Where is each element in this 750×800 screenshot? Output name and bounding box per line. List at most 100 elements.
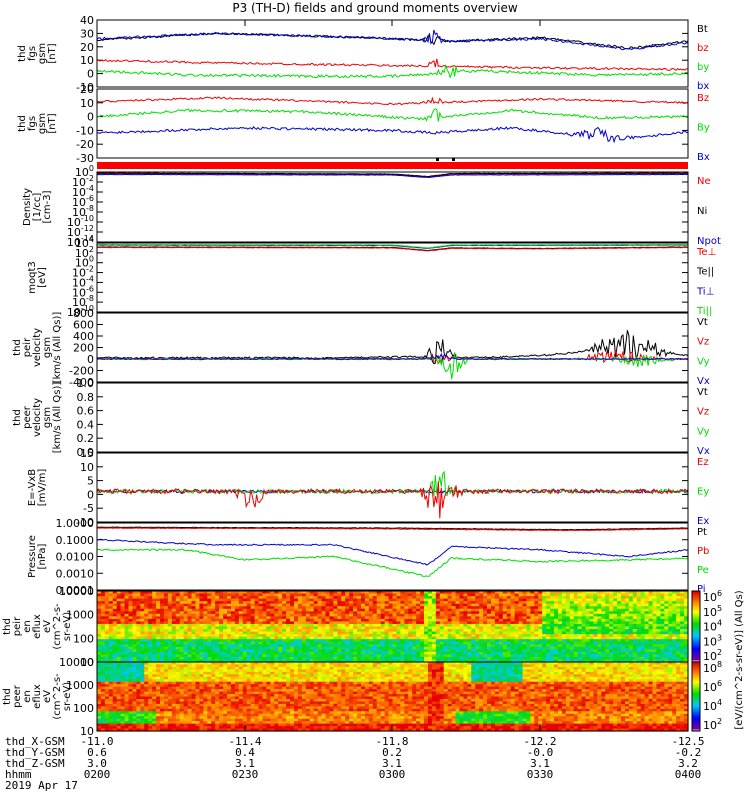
page-title: P3 (TH-D) fields and ground moments over… — [232, 1, 518, 15]
ylabel-line: thd — [2, 688, 13, 705]
xaxis-value: -12.2 — [523, 735, 556, 748]
xaxis-value: 3.2 — [678, 757, 698, 770]
panel-frame — [96, 242, 689, 313]
ytick-label: 0 — [87, 111, 94, 124]
colorbar-tick: 104 — [703, 619, 722, 634]
date-label: 2019 Apr 17 — [5, 779, 78, 792]
legend-entry: Bx — [697, 152, 710, 163]
legend-entry: Vz — [697, 407, 709, 418]
legend-entry: Ey — [697, 487, 709, 498]
ytick-label: -10 — [76, 81, 94, 94]
ylabel-line: sr-eV) — [62, 612, 73, 641]
colorbar — [692, 662, 700, 732]
ytick-label: 600 — [73, 319, 94, 332]
legend-entry: Ti|| — [696, 306, 712, 317]
ylabel-line: fgs — [27, 116, 38, 131]
colorbar-tick: 104 — [703, 698, 722, 713]
ytick-label: 20 — [80, 83, 94, 96]
xaxis-value: 0.4 — [235, 746, 255, 759]
xaxis-value: 0330 — [527, 768, 554, 781]
ylabel-line: eV — [42, 620, 53, 633]
ylabel-line: en — [22, 690, 33, 703]
Vx-series — [96, 352, 689, 361]
Ni-series — [96, 172, 689, 177]
ytick-label: -10 — [76, 516, 94, 529]
colorbar-tick: 108 — [703, 660, 722, 675]
Bx-series — [96, 125, 689, 144]
legend-entry: Vt — [697, 317, 708, 328]
legend-entry: Te⊥ — [696, 247, 716, 258]
panel-frame — [96, 452, 689, 523]
Pt-series — [97, 526, 688, 531]
xaxis-value: -11.8 — [375, 735, 408, 748]
legend-entry: Pe — [697, 565, 709, 576]
ytick-label: 1.0000 — [56, 517, 95, 530]
xaxis-row-label: hhmm — [5, 768, 32, 781]
ylabel-line: thd — [17, 115, 28, 132]
ylabel-line: [mV/m] — [37, 469, 48, 507]
ylabel-line: [eV] — [37, 267, 48, 288]
colorbar-tick: 102 — [703, 717, 722, 732]
ytick-label: 0.1000 — [56, 534, 95, 547]
ylabel-line: peer — [12, 684, 23, 708]
ytick-label: 100 — [73, 632, 94, 645]
ylabel-line: (cm^2-s- — [52, 603, 63, 650]
by-series — [96, 64, 689, 79]
Bz-series — [96, 96, 689, 106]
legend-entry: By — [697, 123, 710, 134]
xaxis-value: -12.5 — [671, 735, 704, 748]
ylabel-line: fgs — [27, 46, 38, 61]
ytick-label: 30 — [80, 27, 94, 40]
colorbar-tick: 103 — [703, 633, 722, 648]
Ez-series — [96, 481, 689, 519]
legend-entry: Vx — [697, 376, 710, 387]
colorbar-tick: 105 — [703, 604, 722, 619]
ylabel-line: moqt3 — [27, 261, 38, 294]
ylabel-line: thd — [12, 339, 23, 356]
Pe-series — [96, 548, 689, 577]
legend-entry: Vt — [697, 387, 708, 398]
ytick-label: 100 — [73, 702, 94, 715]
ytick-label: -10 — [76, 124, 94, 137]
legend-entry: bx — [697, 81, 709, 92]
legend-entry: by — [697, 62, 709, 73]
ytick-label: -200 — [69, 365, 94, 378]
ytick-label: 0.2 — [77, 432, 95, 445]
ylabel-line: [km/s (All Qs)] — [52, 382, 63, 454]
ytick-label: 0.6 — [77, 405, 95, 418]
xaxis-value: 0400 — [675, 768, 702, 781]
colorbar-frame — [691, 661, 701, 732]
ylabel-line: [nT] — [47, 43, 58, 63]
ytick-label: 400 — [73, 330, 94, 343]
legend-entry: Pt — [697, 527, 707, 538]
ytick-label: 0.4 — [77, 418, 95, 431]
ytick-label: 10 — [80, 725, 94, 738]
xaxis-value: 3.0 — [87, 757, 107, 770]
ytick-label: 0.0 — [77, 446, 95, 459]
ytick-label: 1.0 — [77, 377, 95, 390]
ylabel-line: velocity — [32, 398, 43, 437]
legend-entry: Vx — [697, 446, 710, 457]
ytick-label: 0.0010 — [56, 567, 95, 580]
legend-entry: Ne — [697, 176, 711, 187]
ylabel-line: [nT] — [47, 113, 58, 133]
ylabel-line: gsm — [37, 113, 48, 134]
ytick-label: 10 — [80, 97, 94, 110]
ylabel-line: peer — [22, 405, 33, 429]
ylabel-line: [cm-3] — [42, 190, 53, 223]
colorbar-tick: 106 — [703, 679, 722, 694]
ytick-label: 0.0100 — [56, 551, 95, 564]
colorbar — [692, 591, 700, 663]
xaxis-value: 0.6 — [87, 746, 107, 759]
panel-frame — [96, 312, 689, 383]
Vy-series — [96, 352, 689, 380]
ytick-label: 40 — [80, 14, 94, 27]
ytick-label: -400 — [69, 376, 94, 389]
ylabel-line: eflux — [32, 684, 43, 709]
Pb-series — [96, 527, 688, 532]
ytick-label: 0.0001 — [56, 584, 95, 597]
legend-entry: Pb — [697, 546, 709, 557]
ytick-label: 10000 — [59, 585, 94, 598]
ytick-label: 0 — [87, 488, 94, 501]
legend-entry: Bt — [697, 24, 708, 35]
